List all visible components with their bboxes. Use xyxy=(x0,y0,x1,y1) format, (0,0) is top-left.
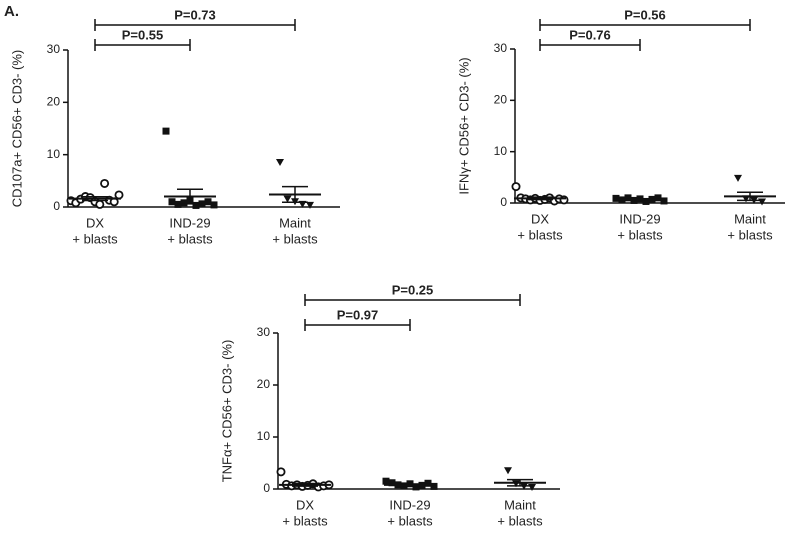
y-tick-label: 0 xyxy=(263,481,270,495)
x-tick-label: + blasts xyxy=(497,513,543,528)
data-point xyxy=(758,198,766,206)
x-tick-label: IND-29 xyxy=(389,497,430,512)
x-tick-label: + blasts xyxy=(272,231,318,246)
y-tick-label: 30 xyxy=(47,42,61,56)
error-bar xyxy=(627,198,653,201)
x-tick-label: + blasts xyxy=(517,227,563,242)
error-bar xyxy=(292,482,318,487)
y-axis-label: TNFα+ CD56+ CD3- (%) xyxy=(219,340,234,483)
data-point xyxy=(276,467,286,477)
y-tick-label: 20 xyxy=(257,377,271,391)
data-point xyxy=(276,159,284,167)
data-point xyxy=(654,194,662,202)
x-tick-label: + blasts xyxy=(282,513,328,528)
data-point xyxy=(430,482,438,490)
data-point xyxy=(100,178,110,188)
data-point xyxy=(283,195,292,203)
data-point xyxy=(660,197,668,205)
p-value: P=0.73 xyxy=(174,7,216,22)
y-tick-label: 10 xyxy=(494,144,508,158)
data-point xyxy=(528,483,536,491)
y-axis-label: IFNγ+ CD56+ CD3- (%) xyxy=(456,57,471,194)
x-tick-label: Maint xyxy=(734,211,766,226)
error-bar xyxy=(82,196,108,202)
significance-bracket xyxy=(94,19,296,31)
x-tick-label: DX xyxy=(86,215,104,230)
x-tick-label: + blasts xyxy=(617,227,663,242)
error-bar xyxy=(397,483,423,487)
data-point xyxy=(95,199,105,209)
y-tick-label: 10 xyxy=(47,147,61,161)
data-point xyxy=(734,174,742,182)
p-value: P=0.55 xyxy=(122,27,164,42)
data-point xyxy=(114,190,124,200)
significance-bracket xyxy=(304,294,521,306)
x-tick-label: + blasts xyxy=(387,513,433,528)
significance-bracket xyxy=(539,19,751,31)
data-point xyxy=(180,199,188,207)
y-tick-label: 0 xyxy=(500,195,507,209)
x-tick-label: IND-29 xyxy=(169,215,210,230)
data-point xyxy=(210,201,218,209)
data-point xyxy=(424,479,432,487)
y-tick-label: 10 xyxy=(257,429,271,443)
data-point xyxy=(306,201,314,209)
data-point xyxy=(162,127,170,135)
y-tick-label: 0 xyxy=(53,199,60,213)
y-tick-label: 20 xyxy=(494,93,508,107)
x-tick-label: + blasts xyxy=(72,231,118,246)
x-tick-label: Maint xyxy=(504,497,536,512)
p-value: P=0.76 xyxy=(569,27,611,42)
y-axis-label: CD107a+ CD56+ CD3- (%) xyxy=(9,50,24,208)
data-point xyxy=(624,194,632,202)
data-point xyxy=(388,479,396,487)
x-tick-label: + blasts xyxy=(727,227,773,242)
y-tick-label: 20 xyxy=(47,95,61,109)
error-bar xyxy=(737,191,763,202)
data-point xyxy=(642,197,650,205)
panel-label: A. xyxy=(4,3,19,20)
data-point xyxy=(504,467,512,475)
x-tick-label: + blasts xyxy=(167,231,213,246)
data-point xyxy=(204,198,212,206)
x-tick-label: IND-29 xyxy=(619,211,660,226)
x-tick-label: DX xyxy=(531,211,549,226)
data-point xyxy=(412,483,420,491)
x-tick-label: Maint xyxy=(279,215,311,230)
p-value: P=0.25 xyxy=(392,282,434,297)
significance-bracket xyxy=(94,39,191,51)
p-value: P=0.56 xyxy=(624,7,666,22)
error-bar xyxy=(282,185,308,204)
data-point xyxy=(511,182,521,192)
data-point xyxy=(612,194,620,202)
p-value: P=0.97 xyxy=(337,307,379,322)
data-point xyxy=(192,201,200,209)
error-bar xyxy=(507,478,533,487)
significance-bracket xyxy=(304,319,411,331)
data-point xyxy=(382,477,390,485)
error-bar xyxy=(527,196,553,201)
y-tick-label: 30 xyxy=(257,325,271,339)
error-bar xyxy=(177,188,203,205)
y-tick-label: 30 xyxy=(494,41,508,55)
data-point xyxy=(168,198,176,206)
significance-bracket xyxy=(539,39,641,51)
x-tick-label: DX xyxy=(296,497,314,512)
